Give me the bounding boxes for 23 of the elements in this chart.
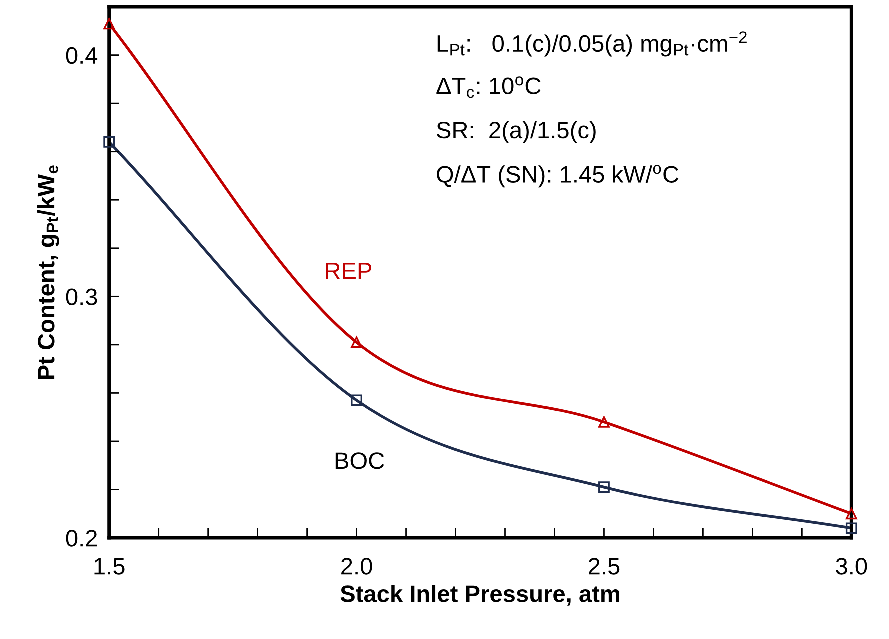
x-tick-label: 2.5 xyxy=(589,558,620,575)
point xyxy=(351,394,362,406)
series-label: REP xyxy=(326,262,372,280)
annotation: L$_{Pt}$: 0.1(c)/0.05(a) mg$_{Pt}$·cm$^{−2}$ xyxy=(438,32,747,57)
x-tick-label: 3.0 xyxy=(836,558,868,575)
y-tick-label: 0.2 xyxy=(66,530,98,547)
point xyxy=(846,508,858,520)
point xyxy=(351,336,362,348)
y-axis-title: Pt Content, g$_{Pt}$/kW$_{e}$ xyxy=(37,166,60,380)
annotation: ΔT$_{c}$: 10$^{o}$C xyxy=(436,76,541,98)
point xyxy=(104,136,116,148)
annotation: SR: 2(a)/1.5(c) xyxy=(437,121,596,144)
y-tick-label: 0.3 xyxy=(66,288,98,306)
series-label: BOC xyxy=(336,452,384,470)
x-tick-label: 2.0 xyxy=(342,558,372,575)
point xyxy=(598,416,610,428)
point xyxy=(104,18,116,30)
point xyxy=(846,522,858,534)
x-axis-title: Stack Inlet Pressure, atm xyxy=(340,585,620,606)
x-tick-label: 1.5 xyxy=(94,558,125,575)
annotation: Q/ΔT (SN): 1.45 kW/$^{o}$C xyxy=(437,165,679,188)
y-tick-label: 0.4 xyxy=(66,47,98,64)
point xyxy=(598,482,610,494)
